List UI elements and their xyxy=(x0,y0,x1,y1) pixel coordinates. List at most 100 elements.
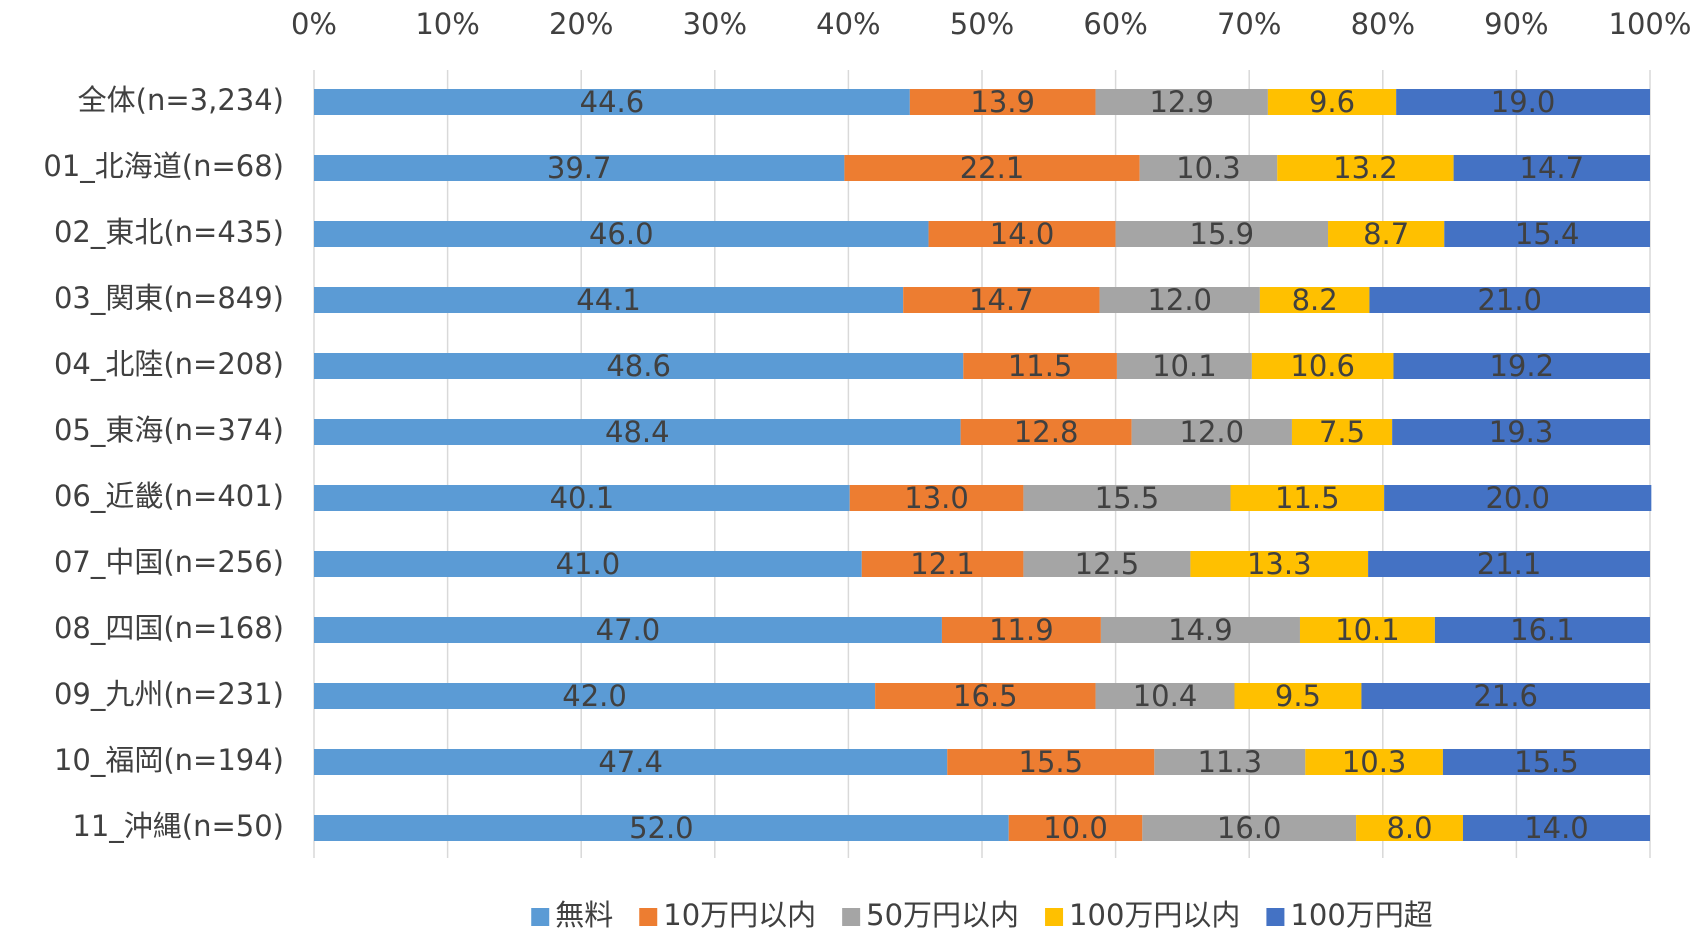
bar-segment xyxy=(1131,419,1292,445)
data-label: 10.3 xyxy=(1176,151,1241,185)
x-tick-label: 30% xyxy=(683,7,747,41)
x-tick-label: 60% xyxy=(1083,7,1147,41)
bar-segment xyxy=(861,551,1024,577)
legend-swatch xyxy=(531,908,550,926)
bar-segment xyxy=(314,221,929,247)
legend-swatch xyxy=(639,908,658,926)
bar-segment xyxy=(1099,287,1260,313)
x-tick-label: 40% xyxy=(816,7,880,41)
data-label: 11.5 xyxy=(1008,349,1073,383)
y-tick-label: 07_中国(n=256) xyxy=(54,545,284,579)
bar-segment xyxy=(314,815,1009,841)
bar-segment xyxy=(314,419,961,445)
x-tick-label: 10% xyxy=(415,7,479,41)
data-label: 11.5 xyxy=(1275,481,1340,515)
y-tick-label: 04_北陸(n=208) xyxy=(54,347,284,381)
data-label: 47.0 xyxy=(596,613,661,647)
data-label: 12.0 xyxy=(1180,415,1245,449)
data-label: 13.9 xyxy=(970,85,1035,119)
bar-segment xyxy=(1442,749,1650,775)
data-label: 12.8 xyxy=(1014,415,1079,449)
data-label: 41.0 xyxy=(556,547,621,581)
data-label: 9.6 xyxy=(1309,85,1355,119)
data-label: 15.4 xyxy=(1515,217,1580,251)
bar-segment xyxy=(1023,551,1191,577)
data-label: 21.1 xyxy=(1477,547,1542,581)
bar-segment xyxy=(1008,815,1143,841)
data-label: 12.0 xyxy=(1147,283,1212,317)
data-label: 42.0 xyxy=(562,679,627,713)
legend-label: 100万円超 xyxy=(1290,898,1432,932)
y-tick-label: 09_九州(n=231) xyxy=(54,677,284,711)
data-label: 11.9 xyxy=(989,613,1054,647)
bar-segment xyxy=(1291,419,1393,445)
bar-segment xyxy=(1139,155,1278,181)
legend-swatch xyxy=(842,908,861,926)
data-label: 19.2 xyxy=(1489,349,1554,383)
data-label: 39.7 xyxy=(547,151,612,185)
data-label: 13.3 xyxy=(1247,547,1312,581)
y-tick-label: 01_北海道(n=68) xyxy=(43,149,284,183)
data-label: 21.0 xyxy=(1477,283,1542,317)
data-label: 11.3 xyxy=(1198,745,1263,779)
data-label: 44.6 xyxy=(580,85,645,119)
bar-segment xyxy=(1384,485,1652,511)
bar-segment xyxy=(314,683,876,709)
data-label: 8.2 xyxy=(1292,283,1338,317)
bar-segment xyxy=(314,749,948,775)
bar-segment xyxy=(909,89,1096,115)
data-label: 14.0 xyxy=(990,217,1055,251)
data-label: 19.3 xyxy=(1489,415,1554,449)
bar-segment xyxy=(1259,287,1370,313)
data-label: 16.1 xyxy=(1510,613,1575,647)
y-tick-label: 06_近畿(n=401) xyxy=(54,479,284,513)
data-label: 15.9 xyxy=(1190,217,1255,251)
data-label: 14.9 xyxy=(1168,613,1233,647)
data-label: 12.9 xyxy=(1149,85,1214,119)
legend-label: 100万円以内 xyxy=(1069,898,1240,932)
data-label: 10.0 xyxy=(1043,811,1108,845)
data-label: 8.7 xyxy=(1363,217,1409,251)
bar-segment xyxy=(1190,551,1369,577)
bar-segment xyxy=(947,749,1155,775)
data-label: 20.0 xyxy=(1485,481,1550,515)
bar-segment xyxy=(1234,683,1362,709)
data-label: 9.5 xyxy=(1275,679,1321,713)
bar-segment xyxy=(1116,353,1252,379)
data-label: 22.1 xyxy=(960,151,1025,185)
data-label: 8.0 xyxy=(1386,811,1432,845)
data-label: 44.1 xyxy=(576,283,641,317)
bar-segment xyxy=(1100,617,1300,643)
bar-segment xyxy=(314,485,850,511)
bar-segment xyxy=(1023,485,1231,511)
bar-segment xyxy=(1305,749,1443,775)
bar-segment xyxy=(314,155,845,181)
data-label: 16.5 xyxy=(953,679,1018,713)
bar-segment xyxy=(1368,551,1650,577)
bar-segment xyxy=(875,683,1096,709)
data-label: 14.0 xyxy=(1524,811,1589,845)
bar-segment xyxy=(849,485,1024,511)
data-label: 52.0 xyxy=(629,811,694,845)
data-label: 10.1 xyxy=(1335,613,1400,647)
bar-segment xyxy=(1393,353,1650,379)
data-label: 47.4 xyxy=(598,745,663,779)
data-label: 10.1 xyxy=(1152,349,1217,383)
data-label: 7.5 xyxy=(1319,415,1365,449)
bar-segment xyxy=(1095,683,1235,709)
bar-segment xyxy=(1115,221,1329,247)
data-label: 15.5 xyxy=(1514,745,1579,779)
x-tick-label: 70% xyxy=(1217,7,1281,41)
data-label: 46.0 xyxy=(589,217,654,251)
y-tick-label: 08_四国(n=168) xyxy=(54,611,284,645)
bar-segment xyxy=(314,353,964,379)
bar-segment xyxy=(941,617,1101,643)
bar-segment xyxy=(1434,617,1650,643)
bar-segment xyxy=(1277,155,1454,181)
data-label: 40.1 xyxy=(550,481,615,515)
x-tick-label: 0% xyxy=(291,7,337,41)
x-tick-label: 80% xyxy=(1351,7,1415,41)
bar-segment xyxy=(963,353,1117,379)
bar-segment xyxy=(1251,353,1394,379)
